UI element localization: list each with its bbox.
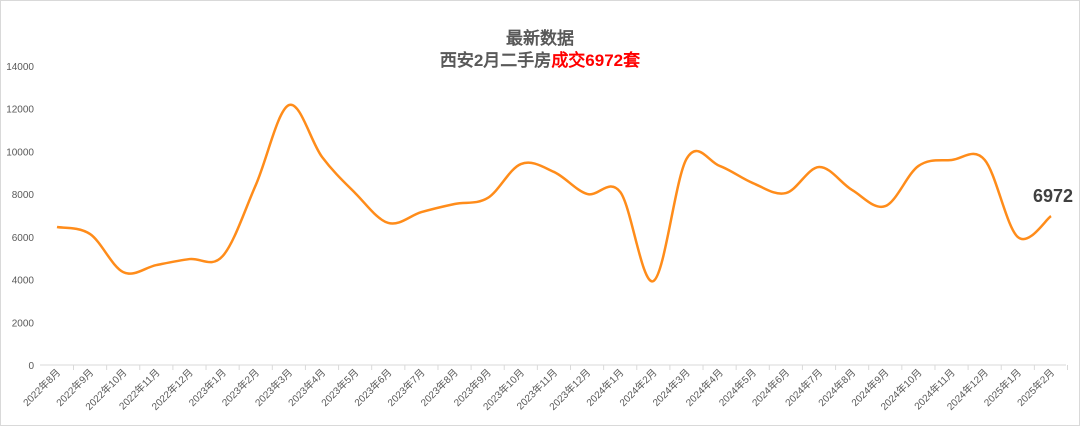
chart-title: 最新数据 <box>506 29 574 48</box>
y-tick-label: 2000 <box>12 318 35 329</box>
subtitle-highlight: 成交6972套 <box>551 51 641 70</box>
y-tick-label: 14000 <box>6 62 34 73</box>
y-tick-label: 10000 <box>6 147 34 158</box>
subtitle-prefix: 西安2月二手房 <box>439 51 552 70</box>
series-line <box>56 103 1052 283</box>
last-data-label: 6972 <box>1033 186 1073 206</box>
y-tick-label: 4000 <box>12 276 35 287</box>
y-tick-label: 6000 <box>12 233 35 244</box>
y-tick-label: 8000 <box>12 190 35 201</box>
y-tick-label: 12000 <box>6 105 34 116</box>
chart-subtitle: 西安2月二手房成交6972套 <box>0 46 1080 71</box>
y-tick-label: 0 <box>28 361 34 372</box>
